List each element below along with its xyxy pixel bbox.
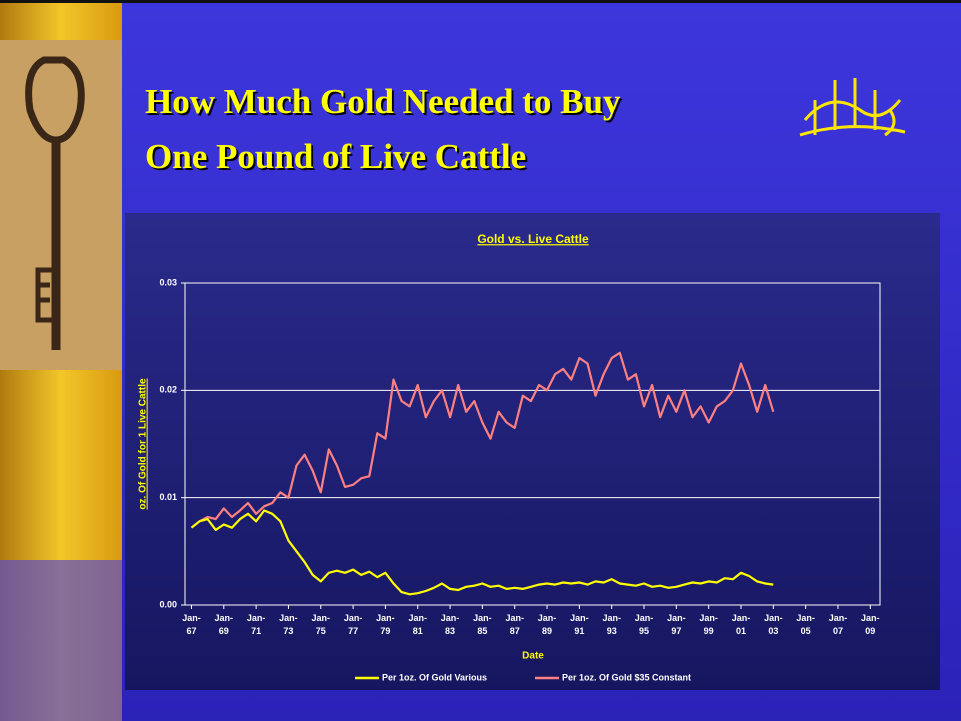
key	[25, 56, 85, 350]
logo	[799, 78, 906, 137]
y-tick-label: 0.00	[159, 599, 177, 609]
x-tick-label: Jan-07	[829, 613, 848, 636]
x-tick-label: Jan-93	[602, 613, 621, 636]
x-tick-label: Jan-91	[570, 613, 589, 636]
data-line	[190, 351, 775, 529]
legend-label: Per 1oz. Of Gold Various	[382, 672, 487, 682]
slide-title: How Much Gold Needed to Buy	[145, 82, 621, 121]
data-line	[190, 509, 774, 596]
x-tick-label: Jan-97	[667, 613, 686, 636]
x-tick-label: Jan-81	[408, 613, 427, 636]
x-tick-label: Jan-83	[441, 613, 460, 636]
x-tick-label: Jan-67	[182, 613, 201, 636]
key-photo	[0, 40, 122, 370]
x-tick-label: Jan-69	[215, 613, 234, 636]
chart-title: Gold vs. Live Cattle	[477, 232, 589, 246]
x-tick-label: Jan-71	[247, 613, 266, 636]
x-axis-title: Date	[522, 651, 544, 662]
top-border	[0, 0, 961, 3]
chart-panel	[125, 213, 940, 690]
x-tick-label: Jan-85	[473, 613, 492, 636]
y-axis-title: oz. Of Gold for 1 Live Cattle	[138, 378, 149, 510]
legend-label: Per 1oz. Of Gold $35 Constant	[562, 672, 691, 682]
x-tick-label: Jan-79	[376, 613, 395, 636]
x-tick-label: Jan-73	[279, 613, 298, 636]
y-tick-label: 0.01	[159, 492, 177, 502]
x-tick-label: Jan-75	[312, 613, 331, 636]
x-tick-label: Jan-95	[635, 613, 654, 636]
x-tick-label: Jan-77	[344, 613, 363, 636]
x-tick-label: Jan-01	[732, 613, 751, 636]
x-tick-label: Jan-87	[505, 613, 524, 636]
y-tick-label: 0.03	[159, 277, 177, 287]
x-tick-label: Jan-99	[699, 613, 718, 636]
x-tick-label: Jan-89	[538, 613, 557, 636]
strip-fade	[0, 560, 122, 721]
x-tick-label: Jan-03	[764, 613, 783, 636]
slide-title: One Pound of Live Cattle	[145, 137, 526, 176]
x-tick-label: Jan-05	[796, 613, 815, 636]
plot-border	[184, 282, 881, 606]
y-tick-label: 0.02	[159, 385, 177, 395]
x-tick-label: Jan-09	[861, 613, 880, 636]
